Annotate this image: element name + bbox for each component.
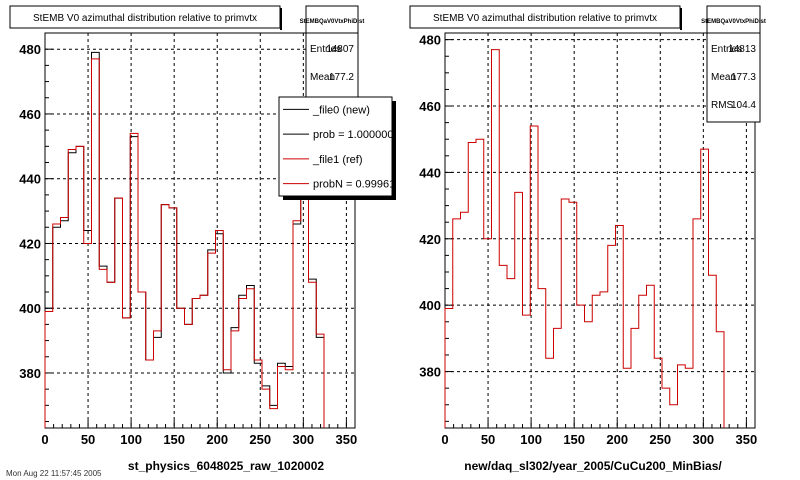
stats-label: Mean <box>711 72 736 83</box>
stats-name: StEMBQaV0VtxPhiDist <box>300 19 365 25</box>
title-box-shadow <box>680 8 682 30</box>
right-histogram-chart: 0 50 100 150 200 250 300 350 380 400 420 440 460 480 S… <box>409 5 766 473</box>
y-tick-label: 420 <box>419 232 441 247</box>
x-axis-label: st_physics_6048025_raw_1020002 <box>128 459 324 473</box>
y-tick-label: 460 <box>419 99 441 114</box>
stats-box <box>706 5 761 123</box>
x-tick-label: 100 <box>120 432 142 447</box>
x-axis-label: new/daq_sl302/year_2005/CuCu200_MinBias/ <box>464 459 722 473</box>
stats-value: 177.2 <box>329 72 354 83</box>
y-tick-label: 400 <box>19 301 41 316</box>
x-tick-label: 250 <box>649 432 671 447</box>
stats-value: 177.3 <box>731 72 756 83</box>
x-tick-label: 150 <box>563 432 585 447</box>
legend-label: _file0 (new) <box>312 104 370 116</box>
legend-label: _file1 (ref) <box>312 154 363 166</box>
y-tick-label: 420 <box>19 236 41 251</box>
histogram-series-line <box>44 58 325 428</box>
x-tick-label: 0 <box>441 432 448 447</box>
stats-label: Entries <box>310 44 341 55</box>
x-tick-label: 300 <box>692 432 714 447</box>
legend-label: prob = 1.000000 <box>313 129 393 141</box>
x-tick-label: 300 <box>292 432 314 447</box>
y-tick-label: 380 <box>419 365 441 380</box>
legend-box <box>278 96 393 197</box>
x-tick-label: 100 <box>520 432 542 447</box>
x-tick-label: 0 <box>41 432 48 447</box>
histogram-series-line <box>444 49 725 428</box>
x-tick-label: 250 <box>249 432 271 447</box>
stats-value: 14813 <box>728 44 756 55</box>
chart-title: StEMB V0 azimuthal distribution relative… <box>433 13 657 24</box>
y-tick-label: 480 <box>19 42 41 57</box>
y-tick-label: 400 <box>419 298 441 313</box>
legend-label: probN = 0.99961 <box>313 179 395 191</box>
y-tick-label: 380 <box>19 366 41 381</box>
stats-value: 14807 <box>326 44 354 55</box>
stats-label: Entries <box>711 44 742 55</box>
x-tick-label: 350 <box>736 432 758 447</box>
x-tick-label: 150 <box>163 432 185 447</box>
stats-value: 104.4 <box>731 100 756 111</box>
left-histogram-chart: 0 50 100 150 200 250 300 350 380 400 420 440 460 480 S… <box>9 5 396 473</box>
y-tick-label: 440 <box>19 172 41 187</box>
y-tick-label: 460 <box>19 107 41 122</box>
chart-title: StEMB V0 azimuthal distribution relative… <box>33 13 257 24</box>
stats-label: Mean <box>310 72 335 83</box>
title-box-shadow <box>280 8 282 30</box>
footer-timestamp: Mon Aug 22 11:57:45 2005 <box>6 469 102 478</box>
stats-label: RMS <box>711 100 734 111</box>
y-tick-label: 440 <box>419 165 441 180</box>
stats-name: StEMBQaV0VtxPhiDist <box>701 19 766 25</box>
x-tick-label: 50 <box>481 432 495 447</box>
x-tick-label: 200 <box>206 432 228 447</box>
x-tick-label: 200 <box>606 432 628 447</box>
y-tick-label: 480 <box>419 33 441 48</box>
x-tick-label: 50 <box>81 432 95 447</box>
x-tick-label: 350 <box>336 432 358 447</box>
